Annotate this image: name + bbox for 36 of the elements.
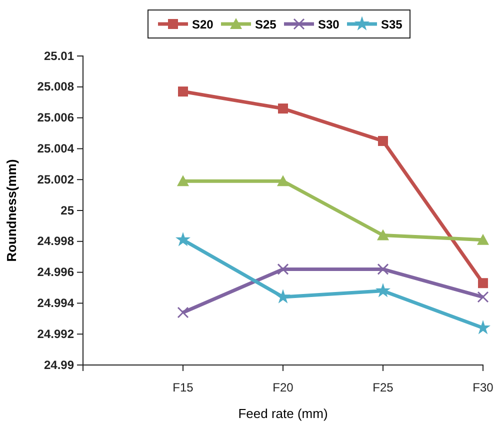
y-tick-label: 25: [60, 203, 74, 218]
x-tick-label: F15: [172, 380, 194, 395]
y-tick-label: 24.992: [37, 326, 74, 341]
y-tick-label: 25.006: [37, 110, 74, 125]
point: [177, 306, 189, 318]
y-tick-label: 24.994: [37, 296, 74, 310]
point: [277, 263, 289, 275]
y-tick-label: 25.002: [37, 172, 74, 186]
y-tick-label: 25.01: [44, 48, 74, 63]
legend-label: S20: [192, 18, 214, 32]
point: [377, 229, 389, 240]
point: [478, 278, 488, 288]
legend-label: S30: [318, 18, 340, 32]
point: [377, 263, 389, 275]
point: [477, 291, 489, 303]
x-tick-label: F20: [272, 380, 294, 395]
point: [277, 175, 289, 186]
point: [275, 289, 291, 304]
point: [278, 104, 288, 114]
x-tick-label: F30: [472, 380, 494, 395]
legend-label: S35: [381, 18, 403, 32]
y-tick-label: 25.004: [37, 142, 74, 156]
x-axis-title: Feed rate (mm): [238, 406, 328, 421]
point: [178, 86, 188, 97]
y-tick-label: 24.99: [44, 358, 74, 372]
y-tick-label: 25.008: [37, 80, 74, 94]
point: [175, 232, 191, 246]
y-tick-label: 24.998: [37, 234, 74, 248]
y-axis-title: Roundness(mm): [4, 159, 19, 262]
x-tick-label: F25: [372, 380, 394, 395]
point: [477, 234, 489, 245]
point: [177, 175, 189, 186]
point: [378, 136, 388, 146]
legend-label: S25: [255, 18, 277, 32]
y-tick-label: 24.996: [37, 265, 74, 280]
point: [375, 282, 391, 298]
